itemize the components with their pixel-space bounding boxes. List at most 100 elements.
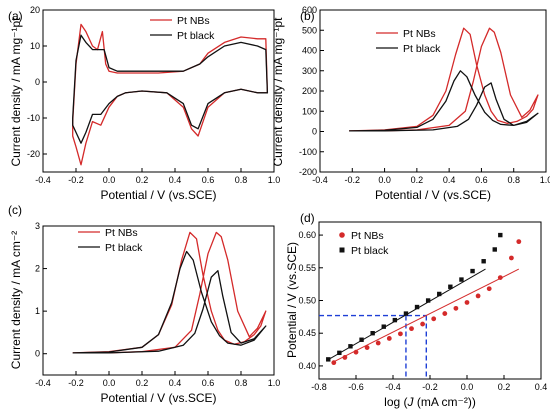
legend-label-pt-black: Pt black <box>177 30 215 42</box>
y-tick-label: 600 <box>302 5 317 15</box>
data-point-pt-nbs <box>375 340 381 346</box>
x-axis-label: Potential / V (vs.SCE) <box>375 188 491 202</box>
panel-label: (d) <box>300 211 315 225</box>
plot-frame <box>42 225 275 376</box>
series-line-pt-black <box>72 250 267 354</box>
data-point-pt-black <box>448 284 453 289</box>
y-tick-label: 500 <box>302 25 317 35</box>
panel-b: -0.4 -0.2 0.0 0.2 0.4 0.6 0.8 1.0 -200 -100 0 100 20… <box>271 5 550 202</box>
data-point-pt-black <box>403 311 409 316</box>
y-tick-label: 0.40 <box>298 361 316 371</box>
y-tick-label: 3 <box>35 221 40 231</box>
data-point-pt-nbs <box>509 255 514 261</box>
data-point-pt-nbs <box>364 345 370 350</box>
data-point-pt-black <box>425 298 431 303</box>
y-tick-label: 0 <box>35 349 40 359</box>
y-tick-label: -20 <box>27 149 40 159</box>
panel-label: (c) <box>8 203 22 217</box>
legend-swatch-pt-black <box>339 247 345 253</box>
data-point-pt-black <box>326 357 331 362</box>
data-point-pt-black <box>481 259 486 264</box>
x-tick-label: 0.2 <box>498 382 511 392</box>
data-point-pt-nbs <box>386 336 392 341</box>
x-tick-label: 0.2 <box>136 378 149 388</box>
y-tick-label: -10 <box>27 113 40 123</box>
series-line-pt-nbs <box>349 27 539 132</box>
x-axis-label: Potential / V (vs.SCE) <box>100 188 216 202</box>
y-tick-label: 0.60 <box>298 230 316 240</box>
data-point-pt-nbs <box>431 316 437 322</box>
data-point-pt-nbs <box>442 311 448 316</box>
legend-label-pt-black: Pt black <box>351 245 389 257</box>
legend-label-pt-nbs: Pt NBs <box>351 230 384 242</box>
plot-frame <box>42 9 275 173</box>
x-tick-label: 0.2 <box>136 175 149 185</box>
y-tick-label: 0.45 <box>298 328 316 338</box>
data-point-pt-nbs <box>353 349 359 355</box>
data-point-pt-nbs <box>453 305 459 311</box>
data-point-pt-nbs <box>486 286 492 292</box>
x-tick-label: 0.6 <box>202 378 215 388</box>
x-tick-label: 0.4 <box>169 175 182 185</box>
y-tick-label: 20 <box>30 5 40 15</box>
panel-c: -0.4 -0.2 0.0 0.2 0.4 0.6 0.8 1.0 0 1 2 3 (c) Potenti… <box>8 203 280 405</box>
y-tick-label: 0 <box>35 77 40 87</box>
x-tick-label: 1.0 <box>268 378 281 388</box>
data-point-pt-black <box>359 337 364 342</box>
legend-label-pt-nbs: Pt NBs <box>177 15 210 27</box>
y-tick-label: 0 <box>312 127 317 137</box>
data-point-pt-black <box>470 268 475 274</box>
x-tick-label: -0.2 <box>422 382 438 392</box>
x-tick-label: -0.2 <box>68 378 84 388</box>
x-tick-label: 0.8 <box>235 175 248 185</box>
data-point-pt-nbs <box>342 355 348 360</box>
x-axis-label-suffix: (mA cm⁻²)) <box>414 395 476 409</box>
y-axis-label: Current density / mA mg⁻¹pt <box>9 17 23 167</box>
data-point-pt-black <box>459 277 464 282</box>
data-point-pt-black <box>414 304 420 310</box>
data-point-pt-nbs <box>516 239 522 245</box>
x-tick-label: 0.8 <box>507 175 520 185</box>
data-point-pt-nbs <box>475 293 481 299</box>
x-tick-label: 0.0 <box>103 378 116 388</box>
x-axis-label: log (J (mA cm⁻²)) <box>384 395 476 409</box>
data-point-pt-black <box>348 344 353 349</box>
legend-label-pt-nbs: Pt NBs <box>403 28 436 40</box>
x-tick-label: -0.4 <box>35 378 51 388</box>
x-tick-label: 0.6 <box>475 175 488 185</box>
y-tick-label: 0.55 <box>298 263 316 273</box>
legend-label-pt-black: Pt black <box>403 43 441 55</box>
data-point-pt-black <box>337 350 342 356</box>
data-point-pt-nbs <box>420 321 425 327</box>
series-line-pt-black <box>349 70 539 132</box>
x-tick-label: -0.6 <box>348 382 364 392</box>
x-tick-label: 0.0 <box>378 175 391 185</box>
data-point-pt-black <box>381 324 386 329</box>
y-tick-label: 1 <box>35 306 40 316</box>
x-tick-label: 0.4 <box>169 378 182 388</box>
y-tick-label: 2 <box>35 264 40 274</box>
y-tick-label: 100 <box>302 106 317 116</box>
panel-label: (a) <box>8 9 23 23</box>
series-line-pt-black <box>72 34 269 144</box>
legend-swatch-pt-nbs <box>339 232 345 238</box>
data-point-pt-black <box>370 331 375 336</box>
y-tick-label: 10 <box>30 41 40 51</box>
legend-label-pt-black: Pt black <box>105 242 143 254</box>
x-tick-label: -0.4 <box>385 382 401 392</box>
data-point-pt-black <box>498 232 503 238</box>
data-point-pt-nbs <box>464 300 470 305</box>
x-tick-label: 0.8 <box>235 378 248 388</box>
data-point-pt-nbs <box>331 360 337 366</box>
x-tick-label: -0.2 <box>345 175 361 185</box>
y-axis-label: Potential / V (vs.SCE) <box>285 242 299 358</box>
x-tick-label: -0.2 <box>68 175 84 185</box>
x-axis-label: Potential / V (vs.SCE) <box>100 391 216 405</box>
x-axis-label-prefix: log ( <box>384 395 407 409</box>
y-axis-label: Current density / mA cm⁻² <box>9 231 23 369</box>
y-tick-label: 0.50 <box>298 296 316 306</box>
data-point-pt-nbs <box>398 331 403 337</box>
x-tick-label: 0.0 <box>103 175 116 185</box>
data-point-pt-nbs <box>409 326 414 332</box>
